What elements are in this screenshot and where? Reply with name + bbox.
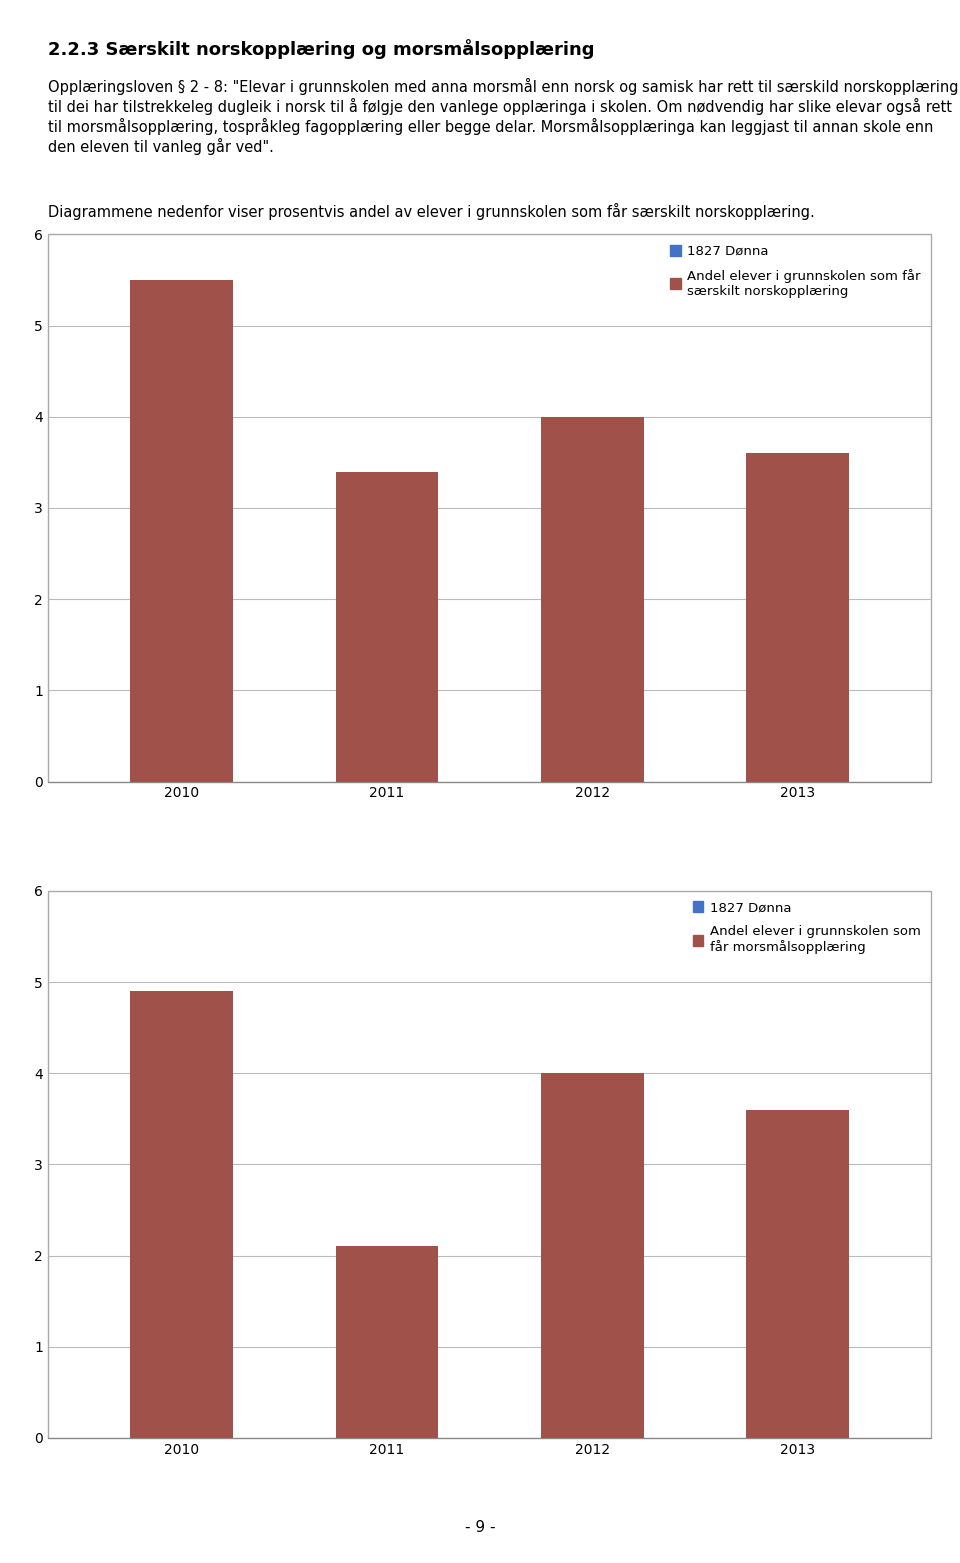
Bar xyxy=(336,1247,439,1438)
Legend: 1827 Dønna, Andel elever i grunnskolen som
får morsmålsopplæring: 1827 Dønna, Andel elever i grunnskolen s… xyxy=(688,897,924,958)
Bar xyxy=(746,1110,849,1438)
Bar xyxy=(131,991,233,1438)
Bar xyxy=(746,453,849,782)
Text: 2.2.3 Særskilt norskopplæring og morsmålsopplæring: 2.2.3 Særskilt norskopplæring og morsmål… xyxy=(48,39,594,59)
Text: - 9 -: - 9 - xyxy=(465,1519,495,1535)
Bar xyxy=(540,417,643,782)
Text: Opplæringsloven § 2 - 8: "Elevar i grunnskolen med anna morsmål enn norsk og sam: Opplæringsloven § 2 - 8: "Elevar i grunn… xyxy=(48,78,958,155)
Bar xyxy=(48,234,931,782)
Text: Diagrammene nedenfor viser prosentvis andel av elever i grunnskolen som får særs: Diagrammene nedenfor viser prosentvis an… xyxy=(48,203,815,220)
Bar xyxy=(48,891,931,1438)
Legend: 1827 Dønna, Andel elever i grunnskolen som får
særskilt norskopplæring: 1827 Dønna, Andel elever i grunnskolen s… xyxy=(666,241,924,302)
Bar xyxy=(336,472,439,782)
Bar xyxy=(131,280,233,782)
Bar xyxy=(540,1074,643,1438)
